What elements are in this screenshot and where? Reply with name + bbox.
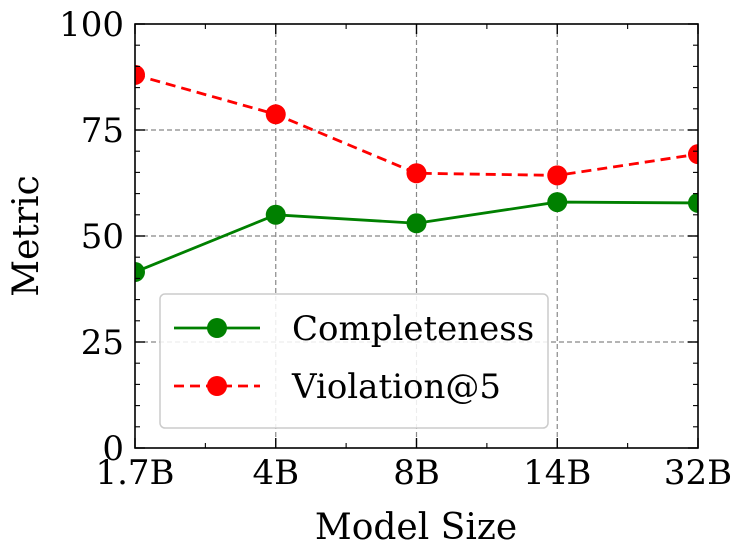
legend-marker-completeness — [207, 318, 227, 338]
legend-marker-violation-5 — [207, 376, 227, 396]
data-point-violation-5 — [688, 144, 698, 165]
data-point-completeness — [265, 204, 286, 225]
series-layer — [135, 64, 698, 283]
data-point-completeness — [406, 213, 427, 234]
data-point-violation-5 — [406, 163, 427, 184]
data-point-completeness — [135, 262, 145, 283]
axis-ticks — [134, 23, 699, 449]
data-point-violation-5 — [265, 104, 286, 125]
x-tick-label: 8B — [393, 453, 440, 493]
y-axis-label: Metric — [6, 175, 47, 297]
y-tick-label: 50 — [81, 217, 124, 257]
legend-label-violation-5: Violation@5 — [291, 367, 501, 407]
x-tick-label: 14B — [523, 453, 591, 493]
y-tick-label: 25 — [81, 323, 124, 363]
tick-labels: 1.7B 4B 8B 14B 32B 0 25 50 75 100 — [59, 5, 732, 493]
data-point-completeness — [547, 192, 568, 213]
data-point-violation-5 — [547, 165, 568, 186]
series-line-violation-5 — [135, 73, 698, 177]
x-axis-label: Model Size — [315, 507, 517, 548]
legend-label-completeness: Completeness — [292, 309, 534, 349]
x-tick-label: 4B — [252, 453, 299, 493]
x-tick-label: 1.7B — [95, 453, 174, 493]
x-tick-label: 32B — [664, 453, 732, 493]
y-tick-label: 100 — [59, 5, 124, 45]
data-point-violation-5 — [135, 64, 145, 85]
data-point-completeness — [688, 192, 698, 213]
y-tick-label: 75 — [81, 111, 124, 151]
y-tick-label: 0 — [102, 429, 124, 469]
legend: Completeness Violation@5 — [159, 293, 549, 429]
